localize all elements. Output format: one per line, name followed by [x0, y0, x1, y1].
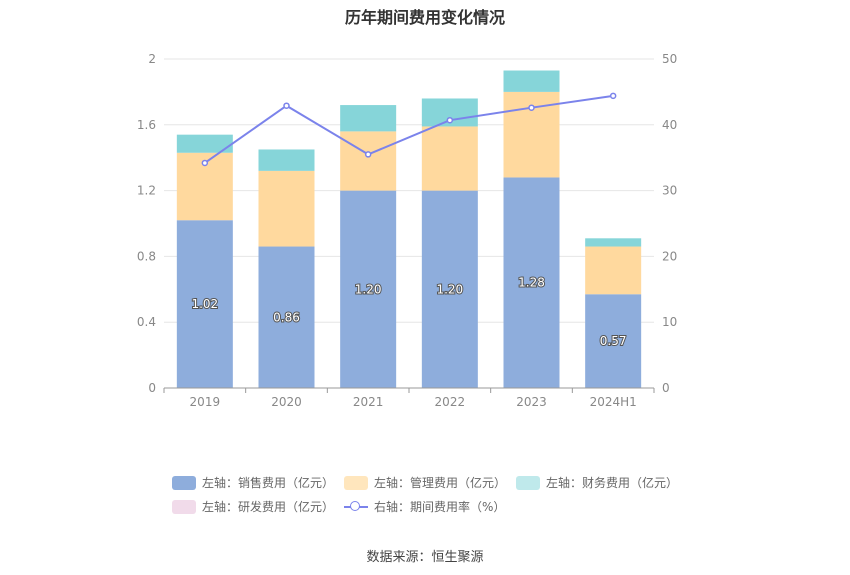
- bar-segment: [421, 126, 478, 191]
- line-point: [528, 104, 535, 111]
- data-label: 1.02: [191, 297, 218, 311]
- x-tick-label: 2022: [435, 395, 466, 409]
- line-point: [201, 159, 209, 167]
- y-left-tick-label: 1.6: [137, 118, 156, 132]
- legend-item-rnd[interactable]: 左轴：研发费用（亿元）: [172, 498, 334, 515]
- line-point: [609, 92, 617, 100]
- y-left-tick-label: 2: [148, 52, 156, 66]
- legend-label-admin: 左轴：管理费用（亿元）: [374, 476, 507, 490]
- bar-segment: [585, 294, 642, 388]
- bar-segment: [176, 134, 233, 153]
- y-left-tick-label: 0: [148, 381, 156, 395]
- legend-item-finance[interactable]: 左轴：财务费用（亿元）: [516, 474, 678, 491]
- legend-label-finance: 左轴：财务费用（亿元）: [546, 476, 679, 490]
- series-line-expense-rate: [204, 94, 614, 164]
- y-left-tick-label: 0.4: [137, 315, 156, 329]
- bar-segment: [340, 131, 397, 191]
- data-label: 1.20: [355, 282, 382, 296]
- x-tick-label: 2023: [516, 395, 547, 409]
- line-point: [283, 102, 290, 109]
- x-tick-label: 2024H1: [590, 395, 637, 409]
- bar-segment: [258, 246, 315, 388]
- bar-segment: [503, 177, 560, 388]
- bar-segment: [503, 70, 560, 92]
- legend-label-expense-rate: 右轴：期间费用率（%）: [374, 500, 506, 514]
- bar-segment: [258, 149, 315, 171]
- legend-swatch-admin: [344, 475, 368, 490]
- data-label: 1.20: [436, 282, 463, 296]
- legend-item-sales[interactable]: 左轴：销售费用（亿元）: [172, 474, 334, 491]
- bar-segment: [585, 238, 642, 247]
- legend-swatch-rnd: [172, 499, 196, 514]
- bar-segment: [258, 170, 315, 247]
- bar-segment: [421, 190, 478, 388]
- line-point: [446, 116, 454, 124]
- x-tick-label: 2020: [271, 395, 302, 409]
- y-left-tick-label: 0.8: [137, 249, 156, 263]
- data-label: 0.86: [273, 310, 300, 324]
- x-tick-label: 2021: [353, 395, 384, 409]
- bar-segment: [176, 220, 233, 388]
- data-label: 0.57: [600, 334, 627, 348]
- y-left-tick-label: 1.2: [137, 184, 156, 198]
- legend-swatch-expense-rate: [344, 500, 368, 514]
- chart-plot: 1.020.861.20 1.20 1.280.57 00.40.81.21.620…: [137, 52, 677, 409]
- y-right-tick-label: 40: [662, 118, 677, 132]
- y-right-tick-label: 30: [662, 184, 677, 198]
- bar-segment: [340, 105, 397, 132]
- bar-segment: [340, 190, 397, 388]
- y-right-tick-label: 50: [662, 52, 677, 66]
- x-tick-label: 2019: [190, 395, 221, 409]
- line-point: [364, 151, 372, 158]
- bar-segment: [585, 246, 642, 295]
- legend-swatch-sales: [172, 475, 196, 490]
- legend-item-admin[interactable]: 左轴：管理费用（亿元）: [344, 474, 506, 491]
- legend-swatch-finance: [516, 475, 540, 490]
- y-right-tick-label: 10: [662, 315, 677, 329]
- legend-label-sales: 左轴：销售费用（亿元）: [202, 476, 335, 490]
- source-note: 数据来源：恒生聚源: [366, 550, 484, 565]
- chart-title: 历年期间费用变化情况: [344, 8, 505, 27]
- legend-label-rnd: 左轴：研发费用（亿元）: [202, 500, 335, 514]
- data-label: 1.28: [518, 276, 545, 290]
- legend-item-expense-rate[interactable]: 右轴：期间费用率（%）: [344, 498, 505, 515]
- y-right-tick-label: 0: [662, 381, 670, 395]
- y-right-tick-label: 20: [662, 249, 677, 263]
